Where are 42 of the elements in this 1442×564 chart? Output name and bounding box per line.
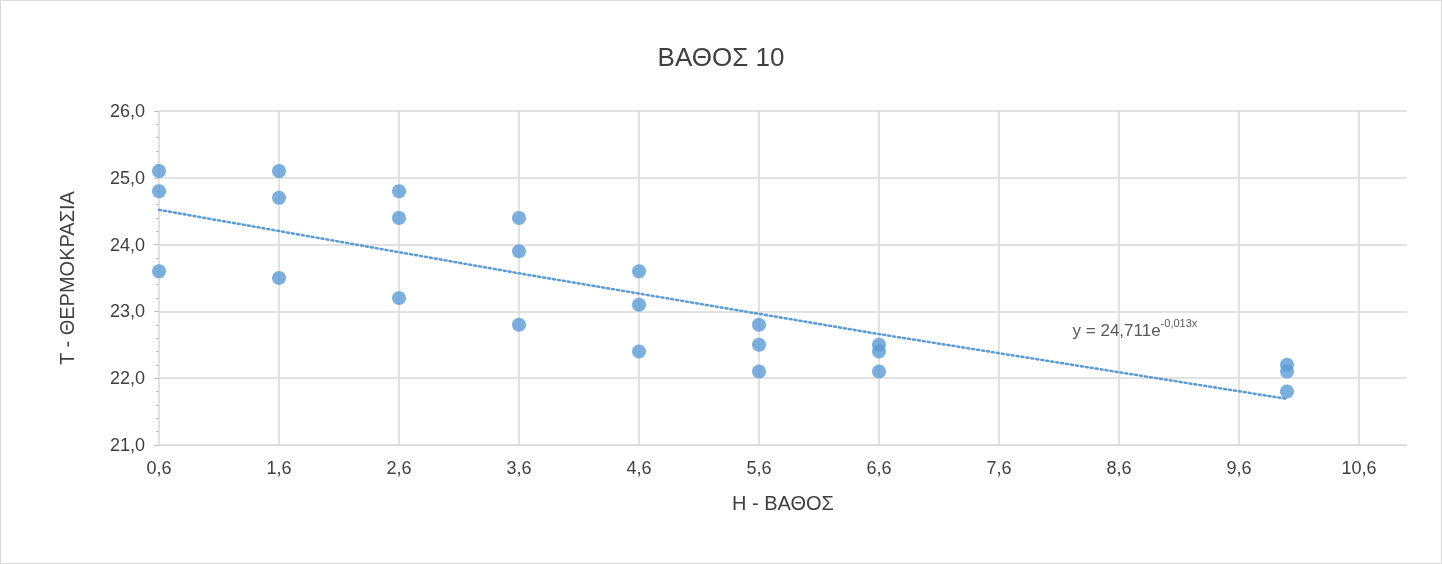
point — [392, 210, 406, 225]
y-tick-label: 25,0 — [109, 167, 145, 188]
x-tick-label: 4,6 — [626, 458, 652, 478]
point — [752, 364, 766, 379]
point — [392, 184, 406, 199]
point — [632, 264, 646, 279]
point — [1280, 364, 1294, 379]
point — [152, 164, 166, 179]
point — [512, 210, 526, 225]
point — [752, 337, 766, 352]
point — [272, 164, 286, 179]
x-tick-label: 7,6 — [986, 458, 1012, 478]
point — [392, 291, 406, 306]
y-tick-label: 23,0 — [109, 301, 145, 322]
point — [272, 190, 286, 205]
y-tick-label: 24,0 — [109, 234, 145, 255]
x-tick-label: 1,6 — [266, 458, 292, 478]
point — [872, 344, 886, 359]
y-tick-label: 26,0 — [109, 101, 145, 121]
y-tick-label: 22,0 — [109, 368, 145, 389]
point — [512, 244, 526, 259]
x-tick-label: 0,6 — [146, 458, 172, 478]
x-tick-label: 2,6 — [386, 458, 412, 478]
y-axis-title: T - ΘΕΡΜΟΚΡΑΣΙΑ — [56, 190, 78, 365]
x-tick-label: 5,6 — [746, 458, 772, 478]
point — [152, 184, 166, 199]
point — [272, 271, 286, 285]
y-tick-label: 21,0 — [109, 435, 145, 455]
point — [632, 297, 646, 312]
x-tick-label: 10,6 — [1341, 458, 1377, 478]
point — [752, 317, 766, 332]
point — [632, 344, 646, 359]
point — [512, 317, 526, 332]
point — [872, 364, 886, 379]
x-axis-title: H - ΒΑΘΟΣ — [732, 492, 834, 514]
x-tick-label: 8,6 — [1106, 458, 1132, 478]
point — [152, 264, 166, 279]
x-tick-label: 9,6 — [1226, 458, 1252, 478]
x-tick-label: 3,6 — [506, 458, 532, 478]
chart-title: ΒΑΘΟΣ 10 — [657, 42, 785, 72]
point — [1280, 384, 1294, 399]
x-tick-label: 6,6 — [866, 458, 892, 478]
